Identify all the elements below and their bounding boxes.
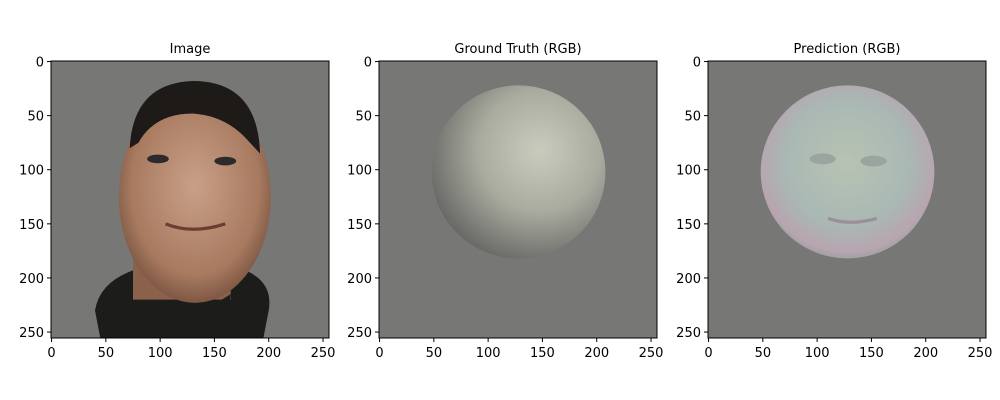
x-tick-label: 200 — [913, 346, 938, 361]
y-tick-label: 100 — [676, 164, 701, 179]
panel-title: Prediction (RGB) — [794, 42, 901, 57]
image-sphere — [379, 61, 657, 338]
x-tick-label: 200 — [256, 346, 281, 361]
image-face — [51, 61, 329, 338]
y-tick-label: 200 — [19, 272, 44, 287]
x-tick-label: 150 — [530, 346, 555, 361]
x-tick-label: 250 — [311, 346, 336, 361]
y-tick-label: 0 — [693, 56, 701, 71]
y-tick-label: 0 — [364, 56, 372, 71]
image-wrap — [379, 61, 657, 338]
y-tick-label: 200 — [347, 272, 372, 287]
image-prediction — [708, 61, 986, 338]
y-tick-label: 50 — [355, 110, 372, 125]
y-tick-label: 150 — [347, 218, 372, 233]
x-tick-label: 150 — [202, 346, 227, 361]
x-tick-label: 100 — [476, 346, 501, 361]
y-tick-label: 50 — [684, 110, 701, 125]
x-tick-label: 250 — [639, 346, 664, 361]
y-tick-label: 150 — [676, 218, 701, 233]
x-tick-label: 50 — [98, 346, 115, 361]
x-tick-label: 0 — [704, 346, 712, 361]
y-tick-label: 100 — [19, 164, 44, 179]
x-tick-label: 250 — [968, 346, 993, 361]
x-tick-label: 50 — [755, 346, 772, 361]
panel-title: Image — [170, 42, 211, 57]
x-tick-label: 150 — [859, 346, 884, 361]
axes-frame — [378, 60, 658, 339]
x-tick-label: 100 — [805, 346, 830, 361]
image-wrap — [708, 61, 986, 338]
y-tick-label: 250 — [676, 326, 701, 341]
y-tick-label: 250 — [347, 326, 372, 341]
x-tick-label: 200 — [584, 346, 609, 361]
axes-frame — [707, 60, 987, 339]
y-tick-label: 0 — [36, 56, 44, 71]
x-tick-label: 100 — [148, 346, 173, 361]
x-tick-label: 50 — [426, 346, 443, 361]
panel-title: Ground Truth (RGB) — [454, 42, 581, 57]
image-wrap — [51, 61, 329, 338]
y-tick-label: 200 — [676, 272, 701, 287]
x-tick-label: 0 — [375, 346, 383, 361]
x-tick-label: 0 — [47, 346, 55, 361]
y-tick-label: 150 — [19, 218, 44, 233]
axes-frame — [50, 60, 330, 339]
y-tick-label: 100 — [347, 164, 372, 179]
y-tick-label: 50 — [27, 110, 44, 125]
y-tick-label: 250 — [19, 326, 44, 341]
